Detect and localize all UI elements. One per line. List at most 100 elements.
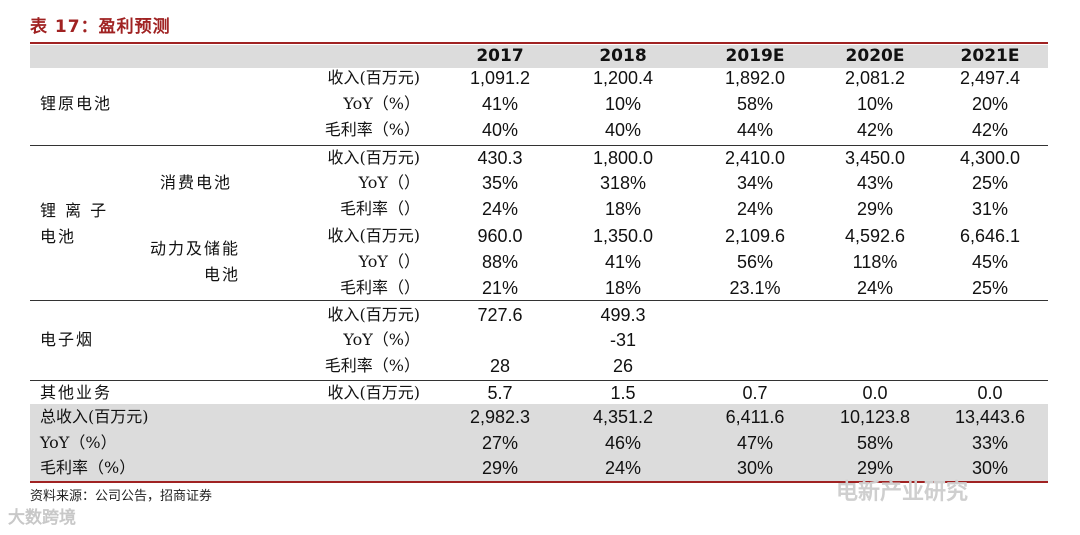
row-metric-label: YoY（%） [343,330,420,349]
table-cell: 26 [612,356,634,376]
table-cell: 1,091.2 [469,68,531,88]
watermark-left: 大数跨境 [8,508,76,528]
table-cell [695,327,815,353]
table-cell: 35% [481,173,519,193]
row-metric-label: 毛利率（%） [324,356,420,375]
table-cell: 29% [856,199,894,219]
table-cell: 58% [856,433,894,453]
table-cell: 13,443.6 [954,407,1026,427]
table-cell [930,327,1050,353]
table-cell: 18% [604,199,642,219]
table-cell: 10% [604,94,642,114]
table-cell: 960.0 [477,226,523,246]
group-label-li-ion: 锂 离 子 电池 [40,201,109,246]
table-cell: 499.3 [600,305,646,325]
table-cell: 1,800.0 [592,148,654,168]
table-cell: 44% [736,120,774,140]
table-cell: 0.0 [862,383,888,403]
row-metric-label: 收入(百万元) [327,148,421,167]
table-cell [815,327,935,353]
table-cell [695,302,815,328]
table-cell: 2,497.4 [959,68,1021,88]
table-cell: 24% [736,199,774,219]
table-cell: 42% [856,120,894,140]
section-divider [30,145,1048,146]
table-cell [930,302,1050,328]
table-cell: 41% [604,252,642,272]
table-cell: 10% [856,94,894,114]
table-cell: 42% [971,120,1009,140]
table-cell: 0.7 [742,383,768,403]
table-cell: 31% [971,199,1009,219]
table-cell: 118% [852,252,898,272]
table-cell: 4,592.6 [844,226,906,246]
table-cell: 25% [971,173,1009,193]
table-title: 表 17：盈利预测 [30,17,171,37]
row-metric-label: 毛利率（） [339,278,420,297]
source-note: 资料来源：公司公告，招商证券 [30,489,213,504]
totals-band [30,404,1048,481]
row-metric-label: 总收入(百万元) [40,407,149,426]
subgroup-label-power: 动力及储能 电池 [149,239,240,284]
table-cell: 1,892.0 [724,68,786,88]
table-cell: 1,350.0 [592,226,654,246]
table-cell: 24% [481,199,519,219]
table-cell [930,353,1050,379]
table-cell: 30% [736,458,774,478]
table-cell: 430.3 [477,148,523,168]
table-cell: 40% [481,120,519,140]
table-cell: 4,300.0 [959,148,1021,168]
table-cell: 58% [736,94,774,114]
table-cell: 2,410.0 [724,148,786,168]
group-label-other: 其他业务 [40,383,113,402]
table-cell: 2,081.2 [844,68,906,88]
table-cell: 30% [971,458,1009,478]
table-cell: 2,109.6 [724,226,786,246]
table-cell: 56% [736,252,774,272]
table-cell: 47% [736,433,774,453]
row-metric-label: YoY（） [358,252,420,271]
row-metric-label: YoY（%） [40,433,117,452]
row-metric-label: 收入(百万元) [327,383,421,402]
column-header-2019e: 2019E [725,46,785,66]
table-cell: 3,450.0 [844,148,906,168]
table-cell: 21% [481,278,519,298]
table-cell: -31 [609,330,636,350]
column-header-2017: 2017 [476,46,524,66]
table-cell: 1,200.4 [592,68,654,88]
table-cell: 727.6 [477,305,523,325]
table-cell: 318% [599,173,647,193]
group-label-ecig: 电子烟 [40,330,95,349]
table-cell: 29% [481,458,519,478]
table-cell: 5.7 [487,383,513,403]
table-cell: 18% [604,278,642,298]
section-divider [30,380,1048,381]
row-metric-label: 毛利率（%） [324,120,420,139]
table-cell: 40% [604,120,642,140]
table-cell: 88% [481,252,519,272]
column-header-2018: 2018 [599,46,647,66]
group-label-li-primary: 锂原电池 [40,94,113,113]
table-cell [815,302,935,328]
table-cell [695,353,815,379]
table-cell: 46% [604,433,642,453]
subgroup-label-consumer: 消费电池 [160,173,233,192]
table-cell: 33% [971,433,1009,453]
table-cell [815,353,935,379]
table-cell: 28 [489,356,511,376]
watermark-right: 电新产业研究 [836,480,969,505]
table-cell: 27% [481,433,519,453]
table-cell: 41% [481,94,519,114]
table-cell: 23.1% [729,278,781,298]
table-cell: 43% [856,173,894,193]
table-cell: 4,351.2 [592,407,654,427]
section-divider [30,300,1048,301]
row-metric-label: 毛利率（） [339,199,420,218]
table-cell: 20% [971,94,1009,114]
row-metric-label: 收入(百万元) [327,305,421,324]
table-cell [440,327,560,353]
row-metric-label: 收入(百万元) [327,226,421,245]
table-cell: 34% [736,173,774,193]
column-header-2021e: 2021E [960,46,1020,66]
table-cell: 6,411.6 [725,407,785,427]
